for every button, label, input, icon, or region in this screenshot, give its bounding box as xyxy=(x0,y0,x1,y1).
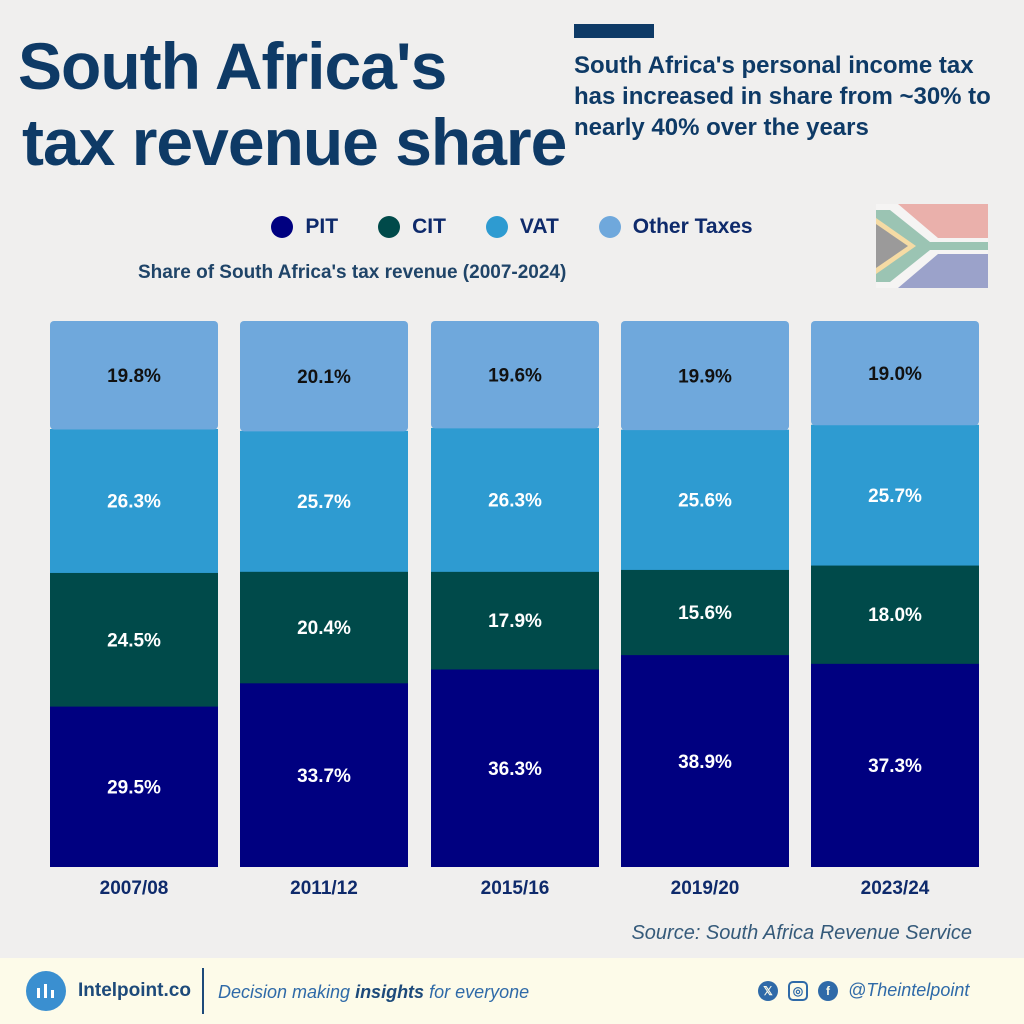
data-label-other-taxes: 19.9% xyxy=(678,366,732,387)
legend-dot-cit xyxy=(378,216,401,238)
data-label-other-taxes: 19.0% xyxy=(868,364,922,385)
bar-segment-cit xyxy=(50,572,218,707)
bar-segment-other-taxes xyxy=(50,321,218,430)
data-label-cit: 15.6% xyxy=(678,603,732,624)
bar-segment-pit xyxy=(50,706,218,867)
social-links: 𝕏 ◎ f @Theintelpoint xyxy=(758,980,969,1001)
bar-group-2007-08: 29.5% 24.5% 26.3% 19.8% 2007/08 xyxy=(50,321,218,899)
chart-title: Share of South Africa's tax revenue (200… xyxy=(138,262,567,283)
tagline: Decision making insights for everyone xyxy=(218,982,530,1002)
subtitle: South Africa's personal income tax has i… xyxy=(574,52,991,141)
bar-segment-vat xyxy=(431,427,599,572)
page-title: South Africa's tax revenue share xyxy=(18,28,567,180)
social-handle[interactable]: @Theintelpoint xyxy=(848,980,970,1000)
legend-dot-vat xyxy=(485,216,508,238)
data-label-vat: 25.6% xyxy=(678,491,732,512)
data-label-pit: 33.7% xyxy=(297,766,351,787)
legend-dot-other xyxy=(598,216,621,238)
data-label-cit: 17.9% xyxy=(488,611,542,632)
bar-segment-pit xyxy=(240,682,408,867)
x-tick-label: 2011/12 xyxy=(290,878,358,899)
bar-segment-vat xyxy=(50,429,218,573)
bar-segment-cit xyxy=(621,569,789,656)
data-label-vat: 26.3% xyxy=(107,492,161,513)
x-tick-label: 2015/16 xyxy=(481,878,550,899)
data-label-vat: 25.7% xyxy=(297,492,351,513)
legend-item-other: Other Taxes xyxy=(598,215,753,239)
legend-label-cit: CIT xyxy=(412,215,446,238)
data-label-vat: 26.3% xyxy=(488,491,542,512)
data-label-pit: 29.5% xyxy=(107,778,161,799)
data-label-other-taxes: 20.1% xyxy=(297,367,351,388)
data-label-vat: 25.7% xyxy=(868,486,922,507)
bar-group-2011-12: 33.7% 20.4% 25.7% 20.1% 2011/12 xyxy=(240,321,408,899)
bar-group-2015-16: 36.3% 17.9% 26.3% 19.6% 2015/16 xyxy=(431,321,599,899)
subtitle-accent-bar xyxy=(574,24,654,38)
x-tick-label: 2019/20 xyxy=(671,878,740,899)
bar-segment-pit xyxy=(621,654,789,867)
instagram-icon[interactable]: ◎ xyxy=(788,980,808,1001)
footer: Intelpoint.co Decision making insights f… xyxy=(0,958,1024,1024)
bar-segment-vat xyxy=(811,424,979,566)
data-label-pit: 36.3% xyxy=(488,759,542,780)
bar-segment-other-taxes xyxy=(431,321,599,429)
x-icon[interactable]: 𝕏 xyxy=(758,980,778,1001)
data-label-cit: 20.4% xyxy=(297,618,351,639)
bar-segment-cit xyxy=(811,565,979,664)
legend-item-vat: VAT xyxy=(485,215,559,239)
data-label-cit: 24.5% xyxy=(107,630,161,651)
bar-segment-cit xyxy=(240,571,408,684)
bar-segment-cit xyxy=(431,571,599,670)
brand-name[interactable]: Intelpoint.co xyxy=(78,980,191,1001)
data-label-other-taxes: 19.6% xyxy=(488,365,542,386)
source-note: Source: South Africa Revenue Service xyxy=(631,922,972,944)
bar-segment-other-taxes xyxy=(621,321,789,431)
title-line-2: tax revenue share xyxy=(22,105,567,179)
data-label-pit: 38.9% xyxy=(678,752,732,773)
data-label-other-taxes: 19.8% xyxy=(107,366,161,387)
legend-item-pit: PIT xyxy=(271,215,338,239)
data-label-pit: 37.3% xyxy=(868,756,922,777)
facebook-icon[interactable]: f xyxy=(818,980,838,1001)
bar-group-2019-20: 38.9% 15.6% 25.6% 19.9% 2019/20 xyxy=(621,321,789,899)
x-tick-label: 2023/24 xyxy=(861,878,930,899)
bar-segment-pit xyxy=(811,663,979,867)
bar-segment-pit xyxy=(431,669,599,867)
data-label-cit: 18.0% xyxy=(868,605,922,626)
legend-label-other: Other Taxes xyxy=(632,215,753,238)
title-line-1: South Africa's xyxy=(18,29,447,103)
footer-divider xyxy=(202,968,204,1014)
stacked-bar-chart: 29.5% 24.5% 26.3% 19.8% 2007/08 33.7% 20.4% 25.… xyxy=(50,321,979,899)
bar-segment-other-taxes xyxy=(240,321,408,432)
legend-item-cit: CIT xyxy=(378,215,446,239)
bar-segment-other-taxes xyxy=(811,321,979,426)
chart-legend: PIT CIT VAT Other Taxes xyxy=(0,212,1024,242)
legend-label-vat: VAT xyxy=(519,215,559,238)
south-africa-flag-icon xyxy=(876,204,988,288)
x-tick-label: 2007/08 xyxy=(100,878,169,899)
intelpoint-logo-icon[interactable] xyxy=(26,971,66,1011)
bar-segment-vat xyxy=(240,430,408,572)
bar-group-2023-24: 37.3% 18.0% 25.7% 19.0% 2023/24 xyxy=(811,321,979,899)
legend-label-pit: PIT xyxy=(305,215,339,238)
legend-dot-pit xyxy=(271,216,294,238)
bar-segment-vat xyxy=(621,429,789,570)
